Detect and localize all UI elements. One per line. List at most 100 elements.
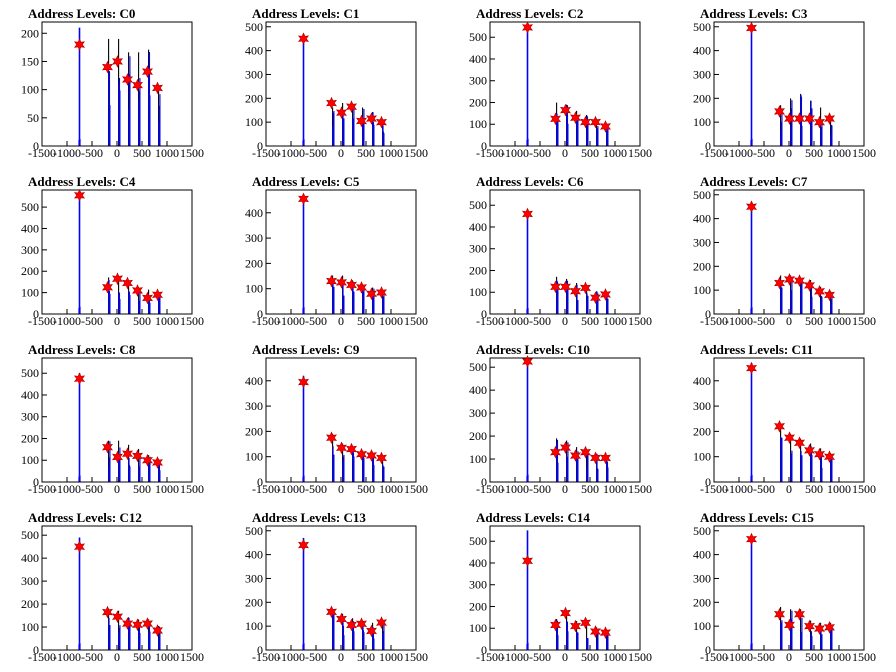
x-tick-label: -500 — [305, 146, 327, 160]
x-axis: -1500-1000 -500 0 500 1000 1500 — [476, 645, 652, 664]
x-tick-label: -1500 — [28, 482, 56, 496]
peak-marker — [326, 431, 337, 445]
peak-marker — [804, 112, 815, 125]
x-tick-label: 0 — [786, 146, 792, 160]
peak-marker — [746, 532, 757, 546]
x-tick-label: -1000 — [277, 314, 305, 328]
x-tick-label: -1500 — [700, 314, 728, 328]
x-tick-label: 0 — [338, 650, 344, 664]
peak-marker — [590, 451, 601, 465]
y-tick-label: 400 — [245, 374, 263, 388]
x-axis: -1500-1000 -500 0 500 1000 1500 — [28, 141, 204, 160]
x-tick-label: 1000 — [603, 650, 627, 664]
y-tick-label: 0 — [705, 139, 711, 153]
histogram-panel: 0 100 200 300 400 500 -1500 -1000 -500 0 500 1000 15… — [224, 0, 448, 168]
spike-group — [302, 375, 385, 482]
y-tick-label: 300 — [245, 67, 263, 81]
x-tick-label: 1000 — [379, 482, 403, 496]
x-tick-label: -1000 — [725, 482, 753, 496]
peak-marker — [152, 288, 163, 302]
x-tick-label: 1500 — [180, 650, 204, 664]
y-tick-label: 100 — [469, 285, 487, 299]
y-tick-label: 0 — [705, 475, 711, 489]
peak-marker — [824, 621, 835, 634]
x-tick-label: 1500 — [180, 482, 204, 496]
peak-marker — [550, 112, 561, 126]
y-tick-label: 400 — [21, 551, 39, 565]
peak-marker — [804, 444, 815, 457]
y-tick-label: 500 — [469, 360, 487, 374]
y-tick-label: 400 — [693, 548, 711, 562]
peak-marker — [550, 280, 561, 294]
y-tick-label: 400 — [21, 221, 39, 235]
peak-marker — [74, 372, 85, 386]
peak-marker — [132, 78, 143, 92]
y-axis: 0 100 200 300 400 — [693, 374, 719, 489]
x-tick-label: 0 — [114, 482, 120, 496]
x-axis: -1500-1000 -500 0 500 1000 1500 — [252, 141, 428, 160]
marker-group — [522, 554, 611, 639]
peak-marker — [376, 616, 387, 629]
x-tick-label: 500 — [133, 314, 151, 328]
plot-frame — [41, 21, 193, 147]
panel-title: Address Levels: C7 — [700, 174, 808, 189]
y-tick-label: 300 — [469, 578, 487, 592]
x-axis: -1500-1000 -500 0 500 1000 1500 — [476, 141, 652, 160]
y-axis: 0 100 200 300 400 500 — [693, 20, 719, 153]
x-tick-label: 1500 — [628, 146, 652, 160]
y-tick-label: 500 — [21, 366, 39, 380]
x-tick-label: -500 — [305, 314, 327, 328]
peak-marker — [336, 612, 347, 626]
x-tick-label: -500 — [305, 482, 327, 496]
peak-marker — [560, 103, 571, 117]
y-tick-label: 300 — [245, 571, 263, 585]
y-tick-label: 100 — [469, 452, 487, 466]
y-axis: 0 100 200 300 400 500 — [693, 188, 719, 321]
x-tick-label: 1000 — [155, 314, 179, 328]
y-tick-label: 100 — [245, 115, 263, 129]
y-axis: 0 100 200 300 400 — [245, 374, 271, 489]
y-tick-label: 200 — [469, 95, 487, 109]
x-tick-label: 0 — [338, 482, 344, 496]
x-tick-label: -500 — [529, 146, 551, 160]
peak-marker — [580, 281, 591, 295]
peak-marker — [356, 114, 367, 128]
y-axis: 0 100 200 300 400 — [245, 206, 271, 321]
panel-title: Address Levels: C5 — [252, 174, 360, 189]
x-tick-label: 500 — [805, 314, 823, 328]
y-axis: 0 100 200 300 400 500 — [245, 20, 271, 153]
histogram-plot: 0 100 200 300 400 500 -1500-1000 -500 0 500 1000 15… — [693, 20, 876, 160]
plot-frame — [713, 525, 865, 651]
peak-marker — [132, 284, 143, 297]
x-tick-label: -1500 — [252, 314, 280, 328]
x-tick-label: -1500 — [28, 650, 56, 664]
y-tick-label: 200 — [469, 599, 487, 613]
peak-marker — [824, 288, 835, 302]
x-tick-label: 1000 — [379, 314, 403, 328]
panel-title: Address Levels: C3 — [700, 6, 808, 21]
y-tick-label: 300 — [245, 231, 263, 245]
x-tick-label: -500 — [81, 146, 103, 160]
panel-title: Address Levels: C6 — [476, 174, 584, 189]
y-tick-label: 400 — [245, 44, 263, 58]
y-tick-label: 0 — [33, 475, 39, 489]
peak-marker — [102, 60, 113, 74]
marker-group — [298, 192, 387, 301]
peak-marker — [804, 619, 815, 633]
x-tick-label: 1500 — [852, 146, 876, 160]
y-tick-label: 400 — [469, 556, 487, 570]
peak-marker — [590, 115, 601, 129]
y-tick-label: 200 — [21, 264, 39, 278]
peak-marker — [142, 453, 153, 467]
peak-marker — [794, 436, 805, 450]
x-tick-label: 1000 — [827, 482, 851, 496]
y-tick-label: 150 — [21, 54, 39, 68]
x-tick-label: 1500 — [404, 146, 428, 160]
y-tick-label: 500 — [469, 534, 487, 548]
x-tick-label: 500 — [581, 650, 599, 664]
y-tick-label: 200 — [21, 26, 39, 40]
x-tick-label: 500 — [357, 650, 375, 664]
x-tick-label: 0 — [562, 314, 568, 328]
x-axis: -1500-1000 -500 0 500 1000 1500 — [252, 645, 428, 664]
